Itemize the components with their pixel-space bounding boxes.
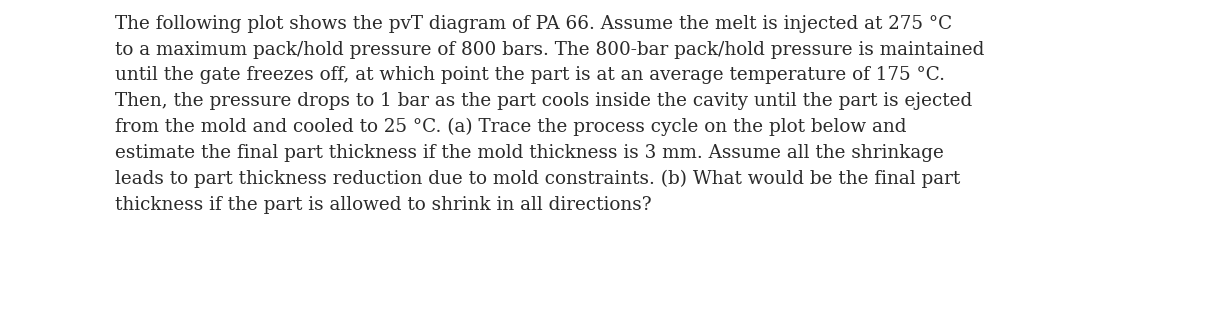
Text: The following plot shows the pvT diagram of PA 66. Assume the melt is injected a: The following plot shows the pvT diagram… <box>115 15 985 214</box>
